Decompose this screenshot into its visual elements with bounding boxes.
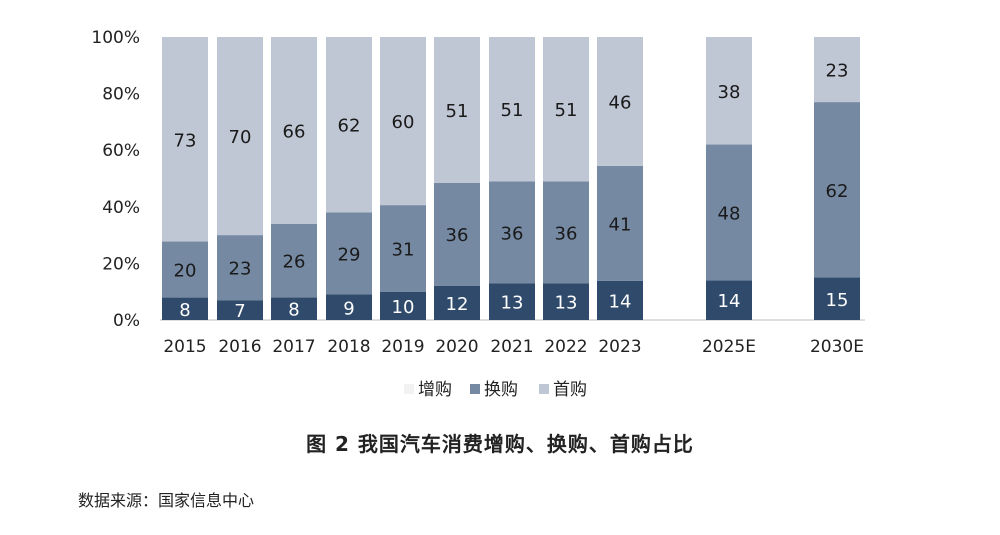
- y-tick-label: 40%: [102, 198, 140, 218]
- data-label: 31: [392, 240, 415, 261]
- data-label: 9: [343, 298, 354, 319]
- data-label: 23: [229, 259, 252, 280]
- x-tick-label: 2020: [435, 337, 478, 357]
- x-tick-label: 2022: [544, 337, 587, 357]
- bar-segment: [706, 37, 752, 145]
- data-label: 26: [283, 252, 306, 273]
- x-tick-label: 2025E: [702, 337, 756, 357]
- data-label: 13: [501, 293, 524, 314]
- bar-segment: [162, 297, 208, 320]
- legend-label: 增购: [418, 380, 452, 400]
- x-tick-label: 2015: [163, 337, 206, 357]
- bar-segment: [597, 165, 643, 281]
- data-label: 8: [288, 300, 299, 321]
- bar-segment: [543, 181, 589, 284]
- data-label: 15: [826, 290, 849, 311]
- data-label: 62: [338, 116, 361, 137]
- bar-segment: [380, 291, 426, 320]
- y-tick-label: 80%: [102, 85, 140, 105]
- data-label: 66: [283, 121, 306, 142]
- data-label: 23: [826, 61, 849, 82]
- bar-segment: [434, 285, 480, 320]
- data-label: 10: [392, 297, 415, 318]
- data-label: 60: [392, 112, 415, 133]
- bar-segment: [380, 205, 426, 292]
- data-label: 51: [501, 100, 524, 121]
- data-label: 51: [555, 100, 578, 121]
- x-axis: 2015 2016 2017 2018 2019 2020 2021 2022 2023 2025…: [163, 337, 864, 357]
- y-tick-label: 60%: [102, 141, 140, 161]
- bar-segment: [814, 37, 860, 103]
- bar-segment: [217, 300, 263, 320]
- data-label: 8: [179, 300, 190, 321]
- bar-segment: [814, 277, 860, 320]
- data-label: 51: [446, 101, 469, 122]
- data-label: 13: [555, 293, 578, 314]
- data-label: 70: [229, 127, 252, 148]
- x-tick-label: 2017: [272, 337, 315, 357]
- bar-segment: [489, 37, 535, 182]
- y-axis: 0% 20% 40% 60% 80% 100%: [91, 28, 140, 331]
- x-tick-label: 2021: [490, 337, 533, 357]
- data-label: 38: [718, 82, 741, 103]
- bar-segment: [706, 280, 752, 320]
- data-label: 36: [555, 223, 578, 244]
- stacked-bar-chart: 0% 20% 40% 60% 80% 100% 8 20 73 7 23 70 8 26 66 9 29 62 1…: [91, 28, 865, 400]
- bar-segment: [271, 223, 317, 298]
- data-label: 48: [718, 203, 741, 224]
- bar-segment: [543, 37, 589, 182]
- data-label: 73: [174, 130, 197, 151]
- bar-segment: [162, 37, 208, 242]
- bar-segment: [271, 37, 317, 224]
- x-tick-label: 2023: [598, 337, 641, 357]
- bar-segment: [489, 181, 535, 284]
- data-label: 46: [609, 92, 632, 113]
- legend: 增购 换购 首购: [404, 380, 587, 400]
- data-label: 41: [609, 214, 632, 235]
- bar-segment: [217, 37, 263, 236]
- y-tick-label: 100%: [91, 28, 140, 48]
- data-label: 14: [609, 291, 632, 312]
- figure-title: 图 2 我国汽车消费增购、换购、首购占比: [306, 432, 694, 456]
- data-label: 36: [446, 225, 469, 246]
- data-label: 14: [718, 291, 741, 312]
- bar-segment: [217, 235, 263, 301]
- x-tick-label: 2030E: [810, 337, 864, 357]
- legend-swatch: [404, 384, 414, 394]
- legend-label: 换购: [484, 380, 518, 400]
- legend-swatch: [470, 384, 480, 394]
- data-label: 29: [338, 244, 361, 265]
- x-tick-label: 2016: [218, 337, 261, 357]
- legend-label: 首购: [553, 380, 587, 400]
- x-tick-label: 2019: [381, 337, 424, 357]
- bar-segment: [489, 283, 535, 320]
- bar-segment: [326, 212, 372, 295]
- y-tick-label: 20%: [102, 254, 140, 274]
- bar-segment: [380, 37, 426, 206]
- bar-segment: [597, 37, 643, 166]
- bar-segment: [162, 241, 208, 298]
- bar-segment: [326, 294, 372, 320]
- data-label: 36: [501, 223, 524, 244]
- legend-swatch: [539, 384, 549, 394]
- x-tick-label: 2018: [327, 337, 370, 357]
- bar-segment: [326, 37, 372, 213]
- bar-segment: [814, 102, 860, 278]
- bar-segment: [706, 144, 752, 281]
- data-label: 7: [234, 301, 245, 322]
- bar-segment: [271, 297, 317, 320]
- bar-segment: [434, 182, 480, 286]
- y-tick-label: 0%: [113, 311, 140, 331]
- data-label: 20: [174, 261, 197, 282]
- bar-segment: [434, 37, 480, 183]
- bars: 8 20 73 7 23 70 8 26 66 9 29 62 10 31 60 12 36 51 13 36 51 13…: [162, 37, 860, 322]
- data-label: 12: [446, 294, 469, 315]
- bar-segment: [597, 280, 643, 320]
- data-label: 62: [826, 181, 849, 202]
- data-source-note: 数据来源：国家信息中心: [78, 491, 255, 510]
- bar-segment: [543, 283, 589, 320]
